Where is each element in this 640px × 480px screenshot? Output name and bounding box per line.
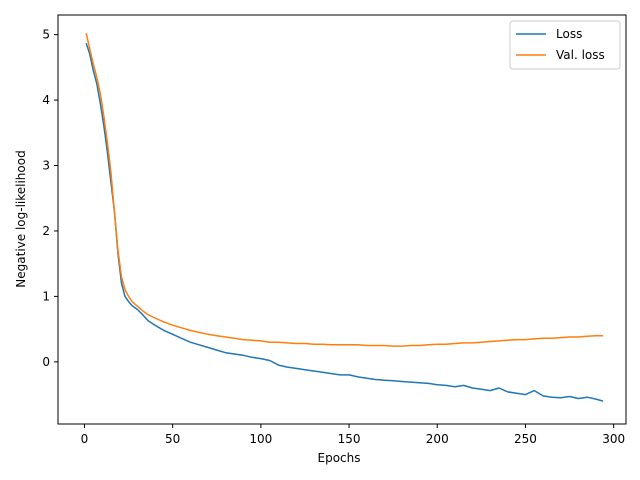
x-tick-label: 250 <box>514 432 537 446</box>
legend-label-val-loss: Val. loss <box>556 48 605 62</box>
y-tick-label: 2 <box>42 224 50 238</box>
x-axis-label: Epochs <box>318 451 361 465</box>
series-line-loss <box>85 42 604 402</box>
x-tick-label: 150 <box>338 432 361 446</box>
y-tick-label: 4 <box>42 93 50 107</box>
legend: Loss Val. loss <box>509 20 621 70</box>
legend-box <box>509 20 621 70</box>
x-tick-label: 50 <box>165 432 180 446</box>
x-tick-label: 100 <box>249 432 272 446</box>
x-tick-label: 0 <box>81 432 89 446</box>
y-axis-label: Negative log-likelihood <box>14 150 28 287</box>
y-axis-ticks: 0 1 2 3 4 5 <box>42 28 58 369</box>
series-line-val-loss <box>85 33 604 347</box>
x-axis-ticks: 0 50 100 150 200 250 300 <box>81 424 625 446</box>
y-tick-label: 3 <box>42 159 50 173</box>
x-tick-label: 200 <box>426 432 449 446</box>
y-tick-label: 5 <box>42 28 50 42</box>
plot-lines <box>85 33 604 402</box>
legend-label-loss: Loss <box>556 27 582 41</box>
x-tick-label: 300 <box>602 432 625 446</box>
y-tick-label: 0 <box>42 355 50 369</box>
y-tick-label: 1 <box>42 289 50 303</box>
axes-frame <box>57 14 627 425</box>
